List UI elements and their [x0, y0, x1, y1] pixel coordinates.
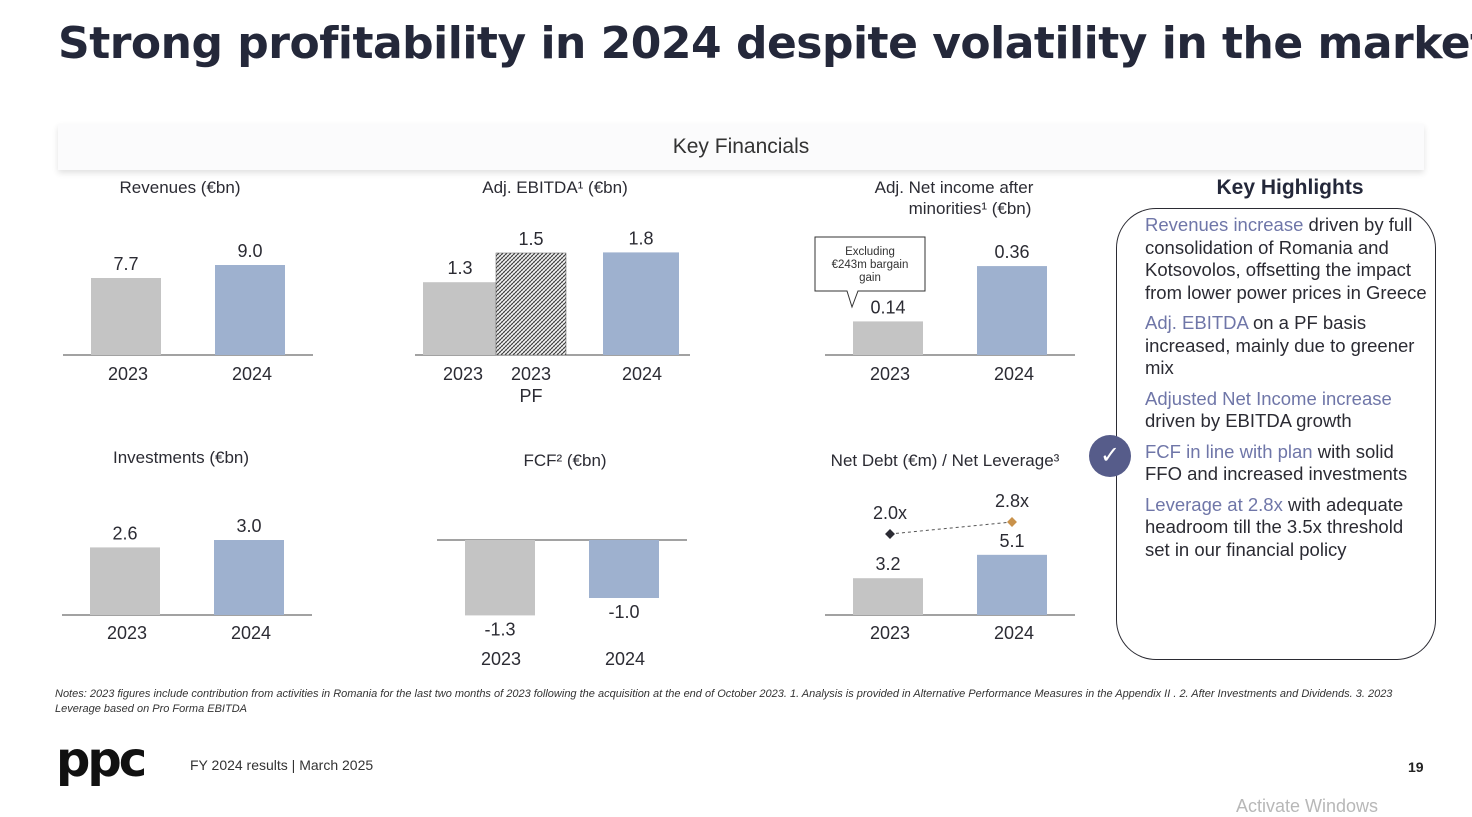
- revenues-chart-title: Revenues (€bn): [120, 178, 241, 197]
- investments-chart-title: Investments (€bn): [113, 448, 249, 467]
- highlight-item: Leverage at 2.8x with adequate headroom …: [1145, 494, 1430, 562]
- net-debt-bar-2023: [853, 578, 923, 615]
- highlight-item: Adj. EBITDA on a PF basis increased, mai…: [1145, 312, 1430, 380]
- fcf-label-2023: -1.3: [484, 619, 515, 639]
- investments-label-2024: 3.0: [236, 516, 261, 536]
- ebitda-bar-2024: [603, 252, 679, 355]
- net-income-xlabel-2024: 2024: [994, 364, 1034, 384]
- ebitda-xlabel-2023pf-line2: PF: [519, 386, 542, 406]
- ebitda-bar-2023: [423, 282, 496, 355]
- highlight-emphasis: FCF in line with plan: [1145, 440, 1313, 462]
- net-debt-xlabel-2023: 2023: [870, 623, 910, 643]
- ebitda-xlabel-2023pf-line1: 2023: [511, 364, 551, 384]
- revenues-xlabel-2024: 2024: [232, 364, 272, 384]
- callout-line1: Excluding: [845, 246, 895, 258]
- investments-bar-2024: [214, 540, 284, 615]
- highlight-text: with solid FFO and increased investments: [1145, 440, 1408, 485]
- investments-label-2023: 2.6: [112, 523, 137, 543]
- highlight-emphasis: Leverage at 2.8x: [1145, 493, 1283, 515]
- fcf-bar-2023: [465, 540, 535, 616]
- net-debt-chart-title: Net Debt (€m) / Net Leverage³: [831, 451, 1060, 470]
- page-title: Strong profitability in 2024 despite vol…: [58, 18, 1472, 69]
- fcf-label-2024: -1.0: [608, 602, 639, 622]
- net-income-bar-2023: [853, 321, 923, 355]
- leverage-line: [889, 521, 1013, 535]
- net-income-chart-title: Adj. Net income after minorities¹ (€bn): [875, 178, 1034, 218]
- net-debt-bar-2024: [977, 554, 1047, 615]
- fcf-chart: FCF² (€bn) -1.3 -1.0 2023 2024: [437, 451, 687, 669]
- investments-xlabel-2023: 2023: [107, 623, 147, 643]
- net-debt-label-2023: 3.2: [875, 554, 900, 574]
- ebitda-label-2023: 1.3: [447, 258, 472, 278]
- bargain-gain-callout: Excluding €243m bargain gain: [814, 236, 926, 309]
- activate-windows-watermark: Activate Windows: [1236, 796, 1379, 816]
- revenues-bar-2024: [215, 265, 285, 355]
- highlight-emphasis: Revenues increase: [1145, 214, 1304, 235]
- revenues-label-2023: 7.7: [113, 254, 138, 274]
- footnotes: Notes: 2023 figures include contribution…: [55, 688, 1393, 715]
- highlight-text: driven by full consolidation of Romania …: [1145, 214, 1427, 303]
- net-debt-label-2024: 5.1: [999, 531, 1024, 551]
- net-income-chart: Adj. Net income after minorities¹ (€bn) 0…: [814, 178, 1075, 384]
- leverage-label-2024: 2.8x: [995, 491, 1029, 511]
- highlight-text: driven by EBITDA growth: [1145, 410, 1352, 431]
- callout-line2: €243m bargain: [832, 259, 909, 271]
- callout-text: Excluding €243m bargain gain: [832, 246, 909, 284]
- key-financials-label: Key Financials: [672, 135, 810, 158]
- net-debt-chart: Net Debt (€m) / Net Leverage³ 3.2 5.1 2.…: [825, 451, 1075, 643]
- ebitda-label-2023pf: 1.5: [518, 229, 543, 249]
- charts-area: Revenues (€bn) 7.7 9.0 2023 2024 Adj. EB…: [62, 178, 1075, 669]
- ebitda-chart: Adj. EBITDA¹ (€bn) 1.3 1.5 1.8 2023 2023…: [415, 178, 690, 406]
- investments-chart: Investments (€bn) 2.6 3.0 2023 2024: [62, 448, 312, 643]
- key-highlights-list: Revenues increase driven by full consoli…: [1145, 214, 1430, 569]
- key-highlights-title: Key Highlights: [1216, 176, 1364, 199]
- fcf-xlabel-2023: 2023: [481, 649, 521, 669]
- fcf-xlabel-2024: 2024: [605, 649, 645, 669]
- highlight-text: on a PF basis increased, mainly due to g…: [1145, 312, 1415, 378]
- highlight-item: Revenues increase driven by full consoli…: [1145, 214, 1430, 304]
- revenues-label-2024: 9.0: [237, 241, 262, 261]
- revenues-xlabel-2023: 2023: [108, 364, 148, 384]
- ebitda-label-2024: 1.8: [628, 228, 653, 248]
- investments-xlabel-2024: 2024: [231, 623, 271, 643]
- revenues-chart: Revenues (€bn) 7.7 9.0 2023 2024: [63, 178, 313, 384]
- check-icon: ✓: [1089, 435, 1131, 477]
- leverage-marker-2024: [1007, 517, 1017, 527]
- ebitda-bar-2023pf: [495, 252, 567, 356]
- callout-bubble: [814, 236, 926, 309]
- net-income-title-line1: Adj. Net income after: [875, 178, 1034, 197]
- page-number: 19: [1408, 759, 1424, 775]
- net-income-xlabel-2023: 2023: [870, 364, 910, 384]
- highlight-emphasis: Adj. EBITDA: [1145, 312, 1248, 333]
- investments-bar-2023: [90, 547, 160, 615]
- highlight-item: FCF in line with plan with solid FFO and…: [1145, 441, 1430, 486]
- key-highlights-box: [1116, 208, 1436, 660]
- highlight-emphasis: Adjusted Net Income increase: [1145, 387, 1392, 409]
- net-income-bar-2024: [977, 266, 1047, 355]
- highlight-item: Adjusted Net Income increase driven by E…: [1145, 388, 1430, 433]
- highlight-text: with adequate headroom till the 3.5x thr…: [1145, 493, 1404, 560]
- ppc-logo: ppc: [56, 742, 148, 788]
- ebitda-xlabel-2023: 2023: [443, 364, 483, 384]
- leverage-marker-2023: [885, 529, 895, 539]
- ebitda-xlabel-2023pf: 2023 PF: [511, 364, 551, 406]
- fcf-bar-2024: [589, 540, 659, 598]
- net-debt-xlabel-2024: 2024: [994, 623, 1034, 643]
- key-financials-header: Key Financials: [58, 124, 1424, 170]
- net-income-label-2023: 0.14: [870, 297, 905, 317]
- ebitda-chart-title: Adj. EBITDA¹ (€bn): [482, 178, 628, 197]
- ebitda-xlabel-2024: 2024: [622, 364, 662, 384]
- footer-text: FY 2024 results | March 2025: [190, 757, 374, 773]
- revenues-bar-2023: [91, 278, 161, 355]
- leverage-label-2023: 2.0x: [873, 503, 907, 523]
- net-income-title-line2: minorities¹ (€bn): [909, 199, 1032, 218]
- fcf-chart-title: FCF² (€bn): [523, 451, 606, 470]
- net-income-label-2024: 0.36: [994, 242, 1029, 262]
- callout-line3: gain: [859, 272, 881, 284]
- ppc-logo-text: ppc: [56, 742, 145, 788]
